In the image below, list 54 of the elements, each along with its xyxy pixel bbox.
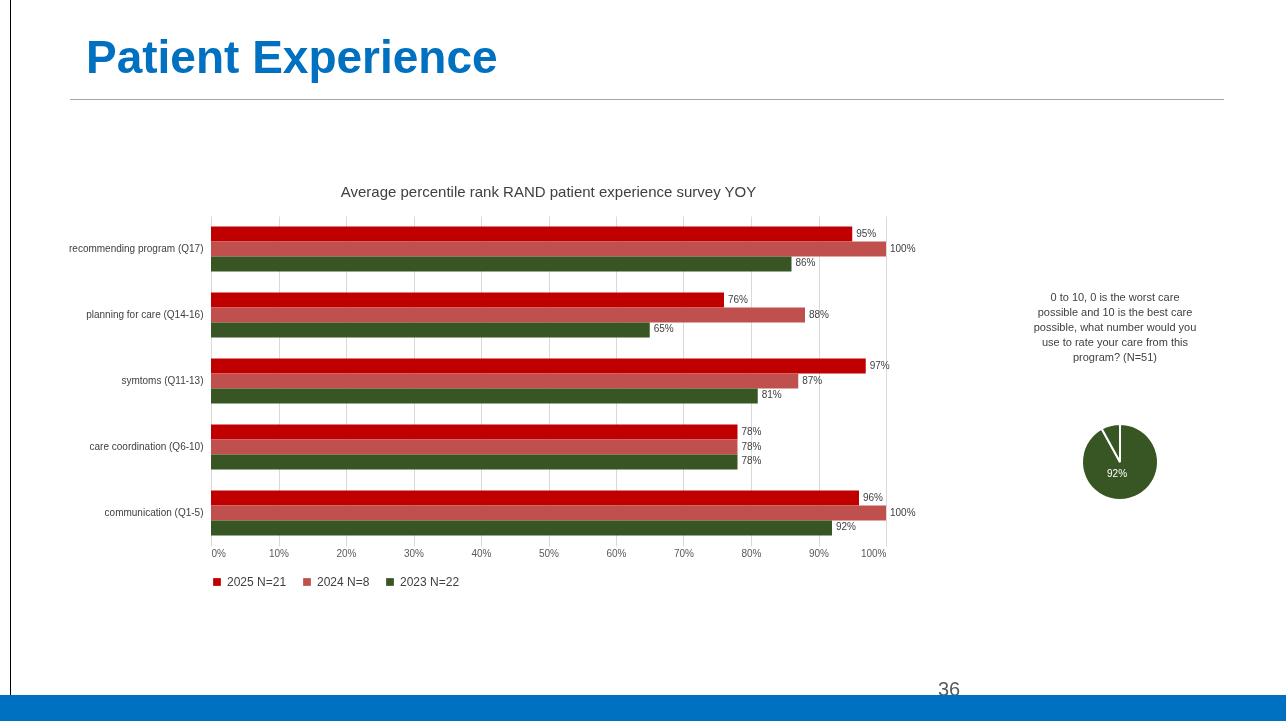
- bar: [211, 454, 738, 470]
- data-label: 86%: [795, 257, 816, 269]
- data-label: 88%: [809, 308, 830, 320]
- x-tick-label: 0%: [211, 547, 227, 559]
- legend-label: 2025 N=21: [227, 575, 287, 589]
- data-label: 81%: [761, 389, 782, 401]
- bar: [211, 505, 886, 521]
- x-tick-label: 40%: [471, 547, 492, 559]
- x-tick-label: 60%: [606, 547, 627, 559]
- x-tick-label: 20%: [336, 547, 357, 559]
- bar: [211, 307, 805, 323]
- legend-label: 2024 N=8: [317, 575, 370, 589]
- data-label: 97%: [869, 359, 890, 371]
- y-tick-label: symtoms (Q11-13): [121, 375, 204, 386]
- y-tick-label: care coordination (Q6-10): [89, 441, 204, 452]
- data-label: 95%: [856, 227, 877, 239]
- pie-slice: [1081, 423, 1159, 501]
- x-tick-label: 90%: [808, 547, 830, 559]
- bar: [211, 226, 853, 242]
- data-label: 87%: [802, 374, 823, 386]
- x-tick-label: 10%: [268, 547, 290, 559]
- data-label: 78%: [741, 455, 762, 467]
- bar: [211, 388, 758, 404]
- x-tick-label: 80%: [741, 547, 762, 559]
- x-tick-label: 50%: [538, 547, 560, 559]
- y-tick-label: recommending program (Q17): [69, 243, 204, 254]
- data-label: 76%: [728, 293, 749, 305]
- data-label: 78%: [741, 440, 762, 452]
- bar: [211, 439, 738, 455]
- y-tick-label: planning for care (Q14-16): [86, 309, 204, 320]
- x-tick-label: 100%: [860, 547, 887, 559]
- x-tick-label: 70%: [673, 547, 695, 559]
- bar: [211, 424, 738, 440]
- data-label: 78%: [741, 425, 762, 437]
- data-label: 96%: [863, 491, 884, 503]
- bar: [211, 256, 792, 272]
- data-label: 100%: [890, 506, 916, 518]
- chart-title: 0 to 10, 0 is the worst care possible and 10 is the best care possible, what number would you use to rate your care from this program? (N=51): [1032, 290, 1198, 365]
- chart-title: Patient Experience: [86, 30, 498, 84]
- x-tick-label: 30%: [403, 547, 425, 559]
- data-label: 100%: [890, 242, 916, 254]
- bar: [211, 373, 799, 389]
- chart-subtitle: Average percentile rank RAND patient experience survey YOY: [340, 183, 757, 200]
- legend-label: 2023 N=22: [400, 575, 460, 589]
- data-label: 65%: [653, 323, 674, 335]
- bar: [211, 490, 859, 506]
- bar: [211, 358, 866, 374]
- bar: [211, 241, 886, 257]
- bar: [211, 292, 724, 308]
- data-label: 92%: [1107, 467, 1128, 479]
- bar: [211, 520, 832, 536]
- data-label: 92%: [836, 521, 857, 533]
- bar: [211, 322, 650, 338]
- y-tick-label: communication (Q1-5): [104, 507, 204, 518]
